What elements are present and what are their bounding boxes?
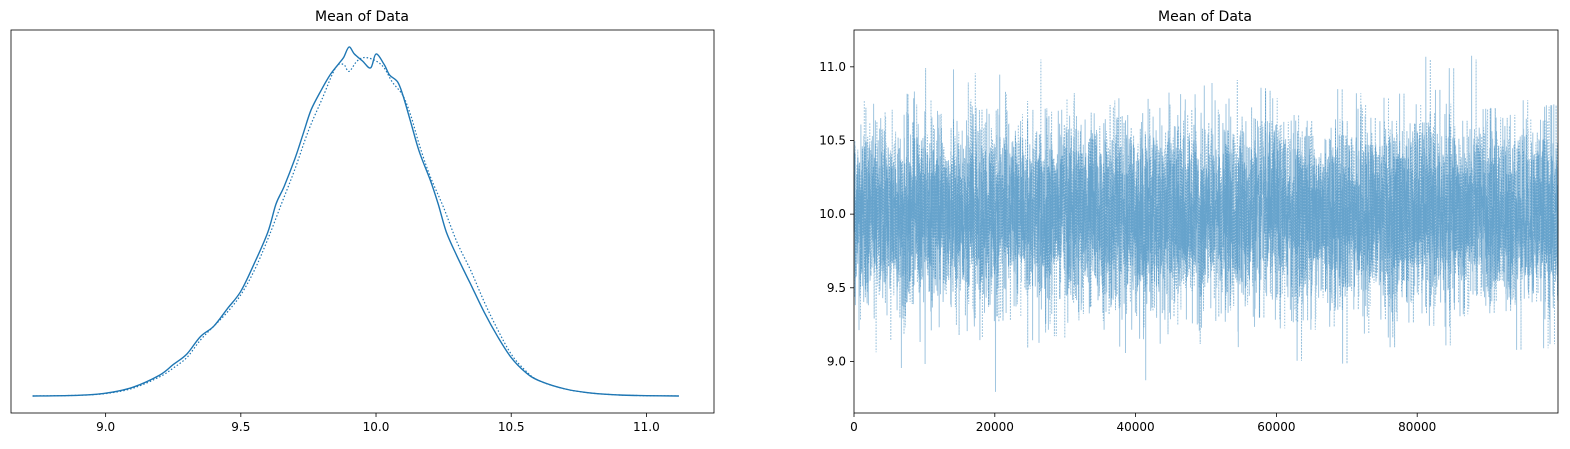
trace-y-tick-label: 9.5 [827,281,846,295]
trace-y-tick-label: 10.0 [819,207,846,221]
density-x-tick-label: 10.0 [363,420,390,434]
density-axes-frame [10,29,715,414]
trace-panel: Mean of Data 0 20000 40000 60000 80000 9.09.… [819,9,1559,434]
trace-x-tick-label: 20000 [976,420,1014,434]
density-line-solid [32,46,679,397]
density-x-ticks: 9.0 9.5 10.0 10.5 11.0 [96,413,660,434]
density-x-tick-label: 9.0 [96,420,115,434]
trace-y-ticks: 9.0 9.5 10.0 10.5 11.0 [819,60,854,368]
trace-line-solid [853,55,1559,392]
density-line-dotted [32,56,679,397]
density-title: Mean of Data [315,9,409,25]
trace-x-ticks: 0 20000 40000 60000 80000 [850,413,1436,434]
trace-x-tick-label: 60000 [1257,420,1295,434]
trace-x-tick-label: 80000 [1398,420,1436,434]
trace-y-tick-label: 10.5 [819,133,846,147]
density-x-tick-label: 10.5 [498,420,525,434]
trace-line-dotted [853,59,1559,364]
density-plot-area [32,46,679,397]
trace-y-tick-label: 9.0 [827,354,846,368]
trace-x-tick-label: 40000 [1117,420,1155,434]
trace-axes-frame [853,29,1559,414]
trace-title: Mean of Data [1158,9,1252,25]
trace-plot-area [853,55,1559,392]
density-panel: Mean of Data 9.0 9.5 10.0 10.5 11.0 [10,9,715,434]
trace-x-tick-label: 0 [850,420,858,434]
density-x-tick-label: 11.0 [633,420,660,434]
density-x-tick-label: 9.5 [231,420,250,434]
trace-y-tick-label: 11.0 [819,60,846,74]
